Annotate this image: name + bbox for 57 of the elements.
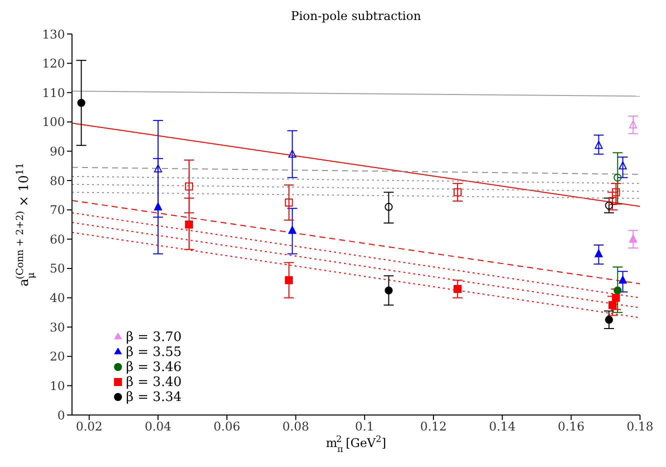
legend-label: β = 3.46 bbox=[126, 360, 182, 375]
y-tick-label: 10 bbox=[50, 378, 65, 393]
point bbox=[284, 198, 293, 207]
point bbox=[614, 286, 622, 294]
x-tick-label: 0.16 bbox=[558, 420, 585, 434]
point bbox=[594, 249, 603, 258]
y-tick-label: 120 bbox=[42, 56, 65, 71]
point bbox=[618, 161, 627, 170]
x-axis-title: m$_{π}$$^{2}$ [GeV$^{2}$] bbox=[326, 435, 386, 455]
point bbox=[612, 188, 620, 196]
point bbox=[384, 286, 393, 294]
x-tick-label: 0.08 bbox=[282, 420, 310, 434]
y-tick-label: 50 bbox=[50, 262, 65, 276]
point bbox=[154, 202, 162, 210]
point bbox=[288, 226, 296, 234]
legend-label: β = 3.55 bbox=[126, 345, 182, 360]
y-tick-label: 60 bbox=[50, 232, 65, 246]
x-tick-label: 0.06 bbox=[214, 420, 240, 434]
point bbox=[454, 188, 462, 196]
point bbox=[608, 301, 616, 310]
x-tick-label: 0.12 bbox=[420, 420, 447, 434]
y-tick-label: 30 bbox=[50, 320, 65, 334]
point bbox=[185, 220, 194, 228]
point bbox=[284, 276, 293, 284]
point bbox=[594, 140, 603, 149]
point bbox=[629, 120, 638, 128]
y-tick-label: 100 bbox=[42, 115, 65, 130]
point bbox=[618, 276, 627, 284]
chart-title: Pion-pole subtraction bbox=[290, 9, 422, 23]
point bbox=[605, 201, 614, 210]
point bbox=[288, 150, 296, 158]
point bbox=[185, 182, 194, 190]
y-tick-label: 70 bbox=[50, 203, 65, 218]
point bbox=[614, 174, 622, 182]
point bbox=[605, 316, 614, 324]
x-tick-label: 0.14 bbox=[488, 420, 516, 434]
x-tick-label: 0.18 bbox=[626, 420, 654, 434]
y-tick-label: 130 bbox=[42, 27, 65, 42]
y-tick-label: 110 bbox=[42, 86, 65, 100]
x-tick-label: 0.04 bbox=[144, 420, 172, 434]
point bbox=[454, 284, 462, 293]
y-tick-label: 80 bbox=[50, 174, 65, 188]
point bbox=[154, 164, 162, 172]
point bbox=[384, 202, 393, 211]
point bbox=[77, 98, 86, 107]
x-tick-label: 0.1 bbox=[355, 420, 374, 434]
x-tick-label: 0.02 bbox=[76, 420, 103, 434]
point bbox=[608, 197, 616, 206]
legend-label: β = 3.34 bbox=[126, 390, 182, 405]
legend-label: β = 3.70 bbox=[126, 330, 182, 345]
point bbox=[629, 234, 638, 243]
y-tick-label: 0 bbox=[57, 408, 65, 422]
y-tick-label: 90 bbox=[50, 144, 65, 158]
point bbox=[612, 294, 620, 302]
y-tick-label: 20 bbox=[50, 350, 65, 364]
legend-label: β = 3.40 bbox=[126, 375, 182, 390]
y-tick-label: 40 bbox=[50, 291, 65, 306]
